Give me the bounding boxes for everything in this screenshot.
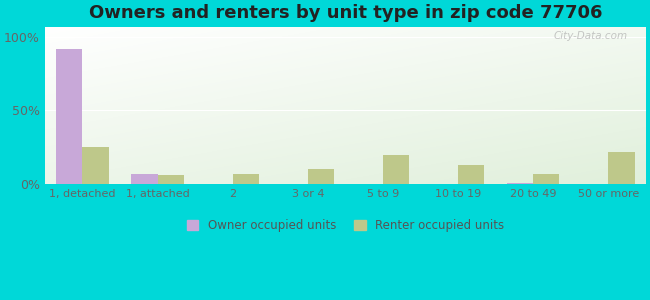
Bar [233,174,259,184]
Bar [83,147,109,184]
Bar [56,49,83,184]
Bar [383,154,410,184]
Title: Owners and renters by unit type in zip code 77706: Owners and renters by unit type in zip c… [88,4,602,22]
Bar [533,174,560,184]
Bar [308,169,334,184]
Text: City-Data.com: City-Data.com [554,31,628,41]
Bar [157,175,184,184]
Bar [458,165,484,184]
Bar [131,174,157,184]
Bar [507,183,533,184]
Bar [608,152,634,184]
Legend: Owner occupied units, Renter occupied units: Owner occupied units, Renter occupied un… [181,213,510,238]
